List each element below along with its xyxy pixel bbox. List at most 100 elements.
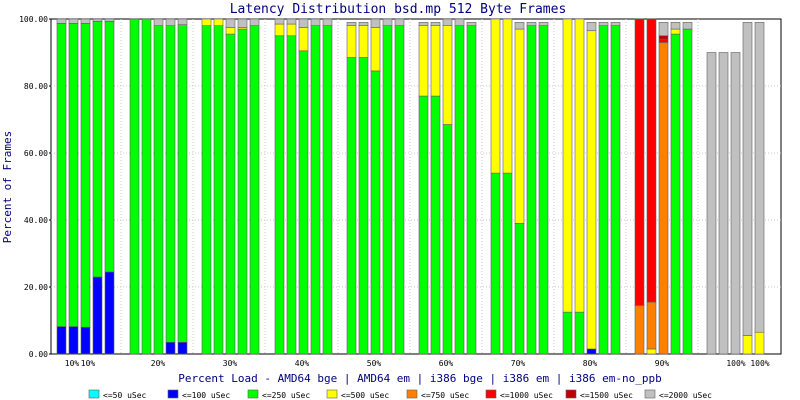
- legend-swatch: [326, 389, 338, 399]
- bar-segment: [394, 18, 405, 26]
- bar-segment: [80, 326, 91, 355]
- x-tick-label: 50%: [367, 359, 382, 368]
- legend-label: <=100 uSec: [182, 391, 230, 400]
- bar-segment: [104, 18, 115, 22]
- bar-segment: [562, 311, 573, 355]
- bar-segment: [430, 25, 441, 97]
- bar-segment: [454, 18, 465, 26]
- y-axis-label: Percent of Frames: [1, 131, 14, 244]
- y-tick-label: 20.00: [24, 283, 48, 292]
- bar-segment: [201, 18, 212, 26]
- legend-swatch: [565, 389, 577, 399]
- bar-segment: [382, 18, 393, 26]
- bar-segment: [586, 22, 597, 32]
- bar-segment: [129, 18, 140, 355]
- bar-segment: [346, 57, 357, 355]
- y-tick-label: 0.00: [29, 350, 48, 359]
- x-tick-label: 40%: [295, 359, 310, 368]
- bar-segment: [646, 301, 657, 350]
- bar-segment: [68, 23, 79, 327]
- bar-segment: [430, 95, 441, 355]
- bar-segment: [418, 95, 429, 355]
- bar-segment: [670, 22, 681, 30]
- legend-label: <=1000 uSec: [500, 391, 553, 400]
- bar-segment: [514, 28, 525, 224]
- bar-segment: [466, 25, 477, 355]
- bar-segment: [658, 35, 669, 40]
- bar-segment: [490, 18, 501, 174]
- bar-segment: [68, 18, 79, 24]
- bar-segment: [310, 25, 321, 355]
- bar-segment: [153, 25, 164, 355]
- bar-segment: [514, 22, 525, 30]
- bar-segment: [574, 18, 585, 313]
- bar-segment: [586, 348, 597, 355]
- bar-segment: [274, 23, 285, 37]
- bar-segment: [682, 22, 693, 30]
- bar-segment: [225, 27, 236, 35]
- bar-segment: [213, 18, 224, 26]
- axes: 0.00 20.00 40.00 60.00 80.00 100.00 10% 10% 20% 3…: [19, 15, 770, 368]
- bar-segment: [526, 25, 537, 355]
- bar-segment: [249, 18, 260, 26]
- bar-segment: [658, 38, 669, 43]
- x-tick-label: 20%: [151, 359, 166, 368]
- legend: <=50 uSec <=100 uSec <=250 uSec <=500 uSec <…: [88, 389, 712, 400]
- bar-segment: [394, 25, 405, 355]
- x-tick-label: 100%: [750, 359, 769, 368]
- x-tick-label: 10%: [65, 359, 80, 368]
- bar-segment: [730, 52, 741, 355]
- bar-segment: [574, 311, 585, 355]
- legend-label: <=50 uSec: [103, 391, 147, 400]
- bar-segment: [610, 22, 621, 27]
- bar-segment: [92, 21, 103, 278]
- bar-segment: [286, 23, 297, 37]
- bar-segment: [177, 18, 188, 25]
- bar-segment: [80, 18, 91, 24]
- bar-segment: [502, 172, 513, 355]
- bar-segment: [225, 33, 236, 355]
- bar-segment: [286, 35, 297, 355]
- bar-segment: [68, 326, 79, 355]
- bar-segment: [177, 341, 188, 355]
- bar-segment: [610, 25, 621, 355]
- y-tick-label: 60.00: [24, 149, 48, 158]
- bar-segment: [370, 18, 381, 28]
- bar-segment: [322, 18, 333, 26]
- legend-label: <=750 uSec: [421, 391, 469, 400]
- bar-segment: [370, 70, 381, 355]
- x-tick-label: 10%: [81, 359, 96, 368]
- bar-segment: [370, 27, 381, 72]
- bar-segment: [274, 35, 285, 355]
- legend-swatch: [485, 389, 497, 399]
- bar-segment: [249, 25, 260, 355]
- bar-segment: [165, 341, 176, 355]
- bar-segment: [237, 18, 248, 28]
- bar-segment: [382, 25, 393, 355]
- bar-segment: [526, 22, 537, 27]
- bar-segment: [538, 25, 549, 355]
- bar-segment: [682, 28, 693, 355]
- bar-segment: [718, 52, 729, 355]
- legend-label: <=2000 uSec: [659, 391, 712, 400]
- bar-segment: [213, 25, 224, 355]
- y-tick-label: 80.00: [24, 82, 48, 91]
- legend-label: <=1500 uSec: [580, 391, 633, 400]
- bar-segment: [165, 18, 176, 26]
- bar-segment: [201, 25, 212, 355]
- chart-title: Latency Distribution bsd.mp 512 Byte Fra…: [230, 2, 567, 17]
- bar-segment: [56, 18, 67, 24]
- x-tick-label: 70%: [511, 359, 526, 368]
- bar-segment: [286, 18, 297, 25]
- legend-swatch: [167, 389, 179, 399]
- bar-segment: [358, 57, 369, 355]
- bar-segment: [502, 18, 513, 174]
- bar-segment: [237, 28, 248, 355]
- legend-swatch: [406, 389, 418, 399]
- bar-segment: [442, 124, 453, 355]
- legend-swatch: [247, 389, 259, 399]
- bars: [56, 18, 765, 355]
- bar-segment: [177, 24, 188, 343]
